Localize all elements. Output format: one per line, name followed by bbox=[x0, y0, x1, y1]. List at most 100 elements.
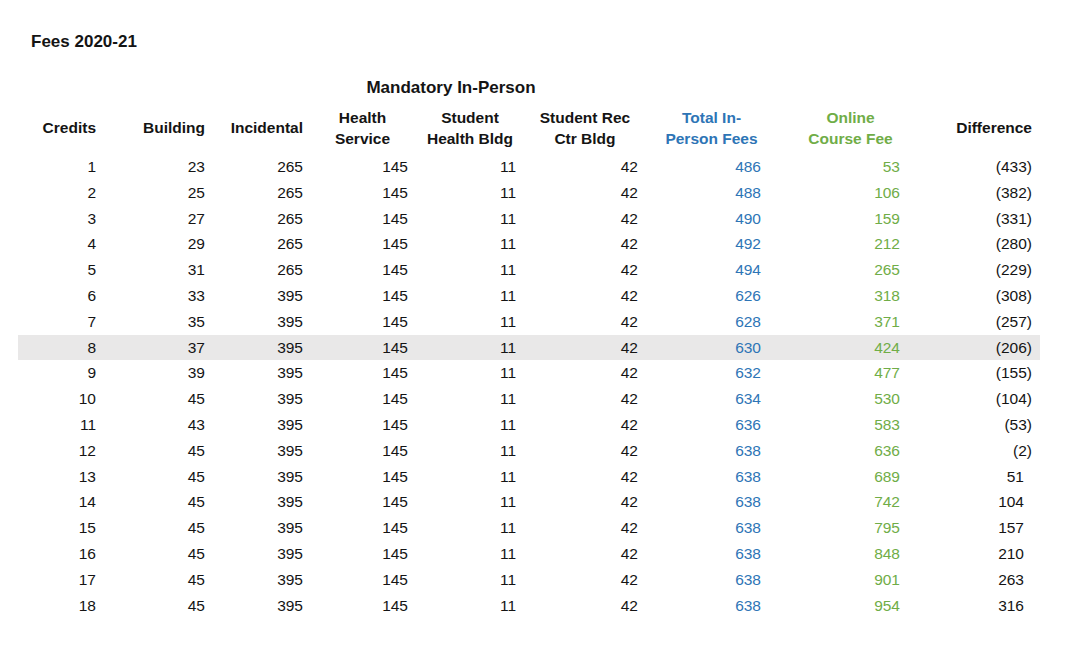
cell: 145 bbox=[309, 335, 416, 361]
cell: 45 bbox=[100, 593, 209, 619]
cell: 12 bbox=[18, 438, 100, 464]
cell: (104) bbox=[924, 386, 1040, 412]
cell: 145 bbox=[309, 593, 416, 619]
cell: 23 bbox=[100, 154, 209, 180]
cell: 494 bbox=[646, 257, 777, 283]
group-header-mandatory-in-person: Mandatory In-Person bbox=[366, 78, 535, 98]
cell: 11 bbox=[416, 438, 524, 464]
cell: 10 bbox=[18, 386, 100, 412]
col-header-line: Credits bbox=[18, 117, 96, 138]
cell: 395 bbox=[209, 464, 309, 490]
cell: 486 bbox=[646, 154, 777, 180]
cell: 628 bbox=[646, 309, 777, 335]
table-row-credits-3: 3272651451142490159(331) bbox=[18, 206, 1040, 232]
col-header-total-in-person-fees: Total In-Person Fees bbox=[646, 101, 777, 154]
cell: 636 bbox=[646, 412, 777, 438]
cell: 638 bbox=[646, 438, 777, 464]
cell: 145 bbox=[309, 206, 416, 232]
cell: 145 bbox=[309, 180, 416, 206]
cell: 145 bbox=[309, 154, 416, 180]
cell: 37 bbox=[100, 335, 209, 361]
col-header-line: Total In- bbox=[646, 107, 777, 128]
cell: 395 bbox=[209, 541, 309, 567]
cell: 630 bbox=[646, 335, 777, 361]
cell: 6 bbox=[18, 283, 100, 309]
cell: 145 bbox=[309, 541, 416, 567]
col-header-line: Service bbox=[309, 128, 416, 149]
table-row-credits-12: 12453951451142638636(2) bbox=[18, 438, 1040, 464]
cell: 42 bbox=[524, 386, 646, 412]
cell: 848 bbox=[777, 541, 924, 567]
col-header-line: Building bbox=[100, 117, 205, 138]
cell: (382) bbox=[924, 180, 1040, 206]
cell: 689 bbox=[777, 464, 924, 490]
cell: 145 bbox=[309, 567, 416, 593]
cell: 395 bbox=[209, 283, 309, 309]
cell: 42 bbox=[524, 335, 646, 361]
cell: 145 bbox=[309, 386, 416, 412]
cell: 33 bbox=[100, 283, 209, 309]
col-header-line: Ctr Bldg bbox=[524, 128, 646, 149]
cell: (331) bbox=[924, 206, 1040, 232]
cell: 212 bbox=[777, 231, 924, 257]
table-row-credits-7: 7353951451142628371(257) bbox=[18, 309, 1040, 335]
cell: 395 bbox=[209, 360, 309, 386]
cell: 583 bbox=[777, 412, 924, 438]
cell: (308) bbox=[924, 283, 1040, 309]
cell: 265 bbox=[209, 180, 309, 206]
col-header-difference: Difference bbox=[924, 101, 1040, 154]
cell: 42 bbox=[524, 231, 646, 257]
cell: 45 bbox=[100, 464, 209, 490]
cell: 11 bbox=[416, 257, 524, 283]
cell: 16 bbox=[18, 541, 100, 567]
col-header-line: Online bbox=[777, 107, 924, 128]
cell: 263 bbox=[924, 567, 1040, 593]
col-header-line: Student Rec bbox=[524, 107, 646, 128]
cell: 157 bbox=[924, 515, 1040, 541]
table-row-credits-5: 5312651451142494265(229) bbox=[18, 257, 1040, 283]
table-row-credits-9: 9393951451142632477(155) bbox=[18, 360, 1040, 386]
cell: 395 bbox=[209, 489, 309, 515]
cell: 316 bbox=[924, 593, 1040, 619]
cell: 265 bbox=[209, 231, 309, 257]
cell: 42 bbox=[524, 438, 646, 464]
cell: 42 bbox=[524, 489, 646, 515]
cell: 11 bbox=[416, 154, 524, 180]
cell: 492 bbox=[646, 231, 777, 257]
table-body: 123265145114248653(433)22526514511424881… bbox=[18, 154, 1040, 618]
cell: 11 bbox=[416, 309, 524, 335]
cell: 636 bbox=[777, 438, 924, 464]
cell: 11 bbox=[416, 412, 524, 438]
cell: 145 bbox=[309, 438, 416, 464]
cell: 106 bbox=[777, 180, 924, 206]
cell: 145 bbox=[309, 464, 416, 490]
cell: 395 bbox=[209, 567, 309, 593]
cell: 954 bbox=[777, 593, 924, 619]
table-row-credits-16: 16453951451142638848210 bbox=[18, 541, 1040, 567]
cell: 11 bbox=[18, 412, 100, 438]
cell: 8 bbox=[18, 335, 100, 361]
cell: 3 bbox=[18, 206, 100, 232]
cell: 395 bbox=[209, 438, 309, 464]
cell: 42 bbox=[524, 309, 646, 335]
cell: (433) bbox=[924, 154, 1040, 180]
cell: 42 bbox=[524, 515, 646, 541]
cell: 488 bbox=[646, 180, 777, 206]
cell: 626 bbox=[646, 283, 777, 309]
cell: 4 bbox=[18, 231, 100, 257]
table-row-credits-4: 4292651451142492212(280) bbox=[18, 231, 1040, 257]
cell: 45 bbox=[100, 515, 209, 541]
cell: 2 bbox=[18, 180, 100, 206]
cell: (229) bbox=[924, 257, 1040, 283]
table-row-credits-1: 123265145114248653(433) bbox=[18, 154, 1040, 180]
table-row-credits-6: 6333951451142626318(308) bbox=[18, 283, 1040, 309]
table-row-credits-13: 1345395145114263868951 bbox=[18, 464, 1040, 490]
cell: 11 bbox=[416, 593, 524, 619]
cell: 145 bbox=[309, 360, 416, 386]
cell: 490 bbox=[646, 206, 777, 232]
table-row-credits-10: 10453951451142634530(104) bbox=[18, 386, 1040, 412]
cell: 638 bbox=[646, 515, 777, 541]
cell: 42 bbox=[524, 567, 646, 593]
cell: 39 bbox=[100, 360, 209, 386]
cell: 742 bbox=[777, 489, 924, 515]
